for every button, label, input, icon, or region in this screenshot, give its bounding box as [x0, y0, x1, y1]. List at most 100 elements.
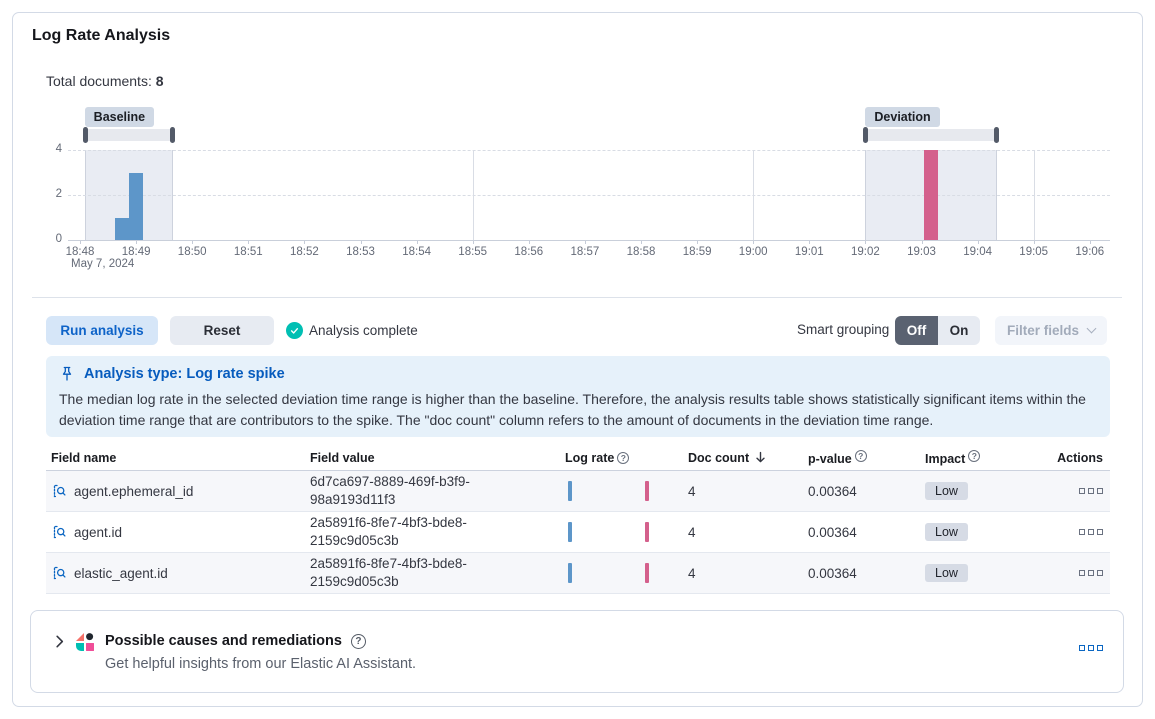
inspect-field-icon[interactable] — [51, 524, 67, 540]
x-tick-mark — [416, 240, 418, 244]
log-rate-sparkline — [565, 522, 688, 542]
x-tick-mark — [753, 240, 755, 244]
info-icon[interactable]: ? — [854, 450, 867, 462]
x-axis-line — [68, 240, 1110, 241]
brush-handle[interactable] — [994, 127, 1000, 143]
doc-count-bar — [129, 172, 144, 240]
inspect-field-icon[interactable] — [51, 483, 67, 499]
x-tick-label: 18:50 — [177, 246, 207, 258]
y-gridline — [68, 195, 1110, 196]
baseline-mini-bar — [568, 481, 572, 501]
x-tick-label: 18:51 — [233, 246, 263, 258]
callout-title: Analysis type: Log rate spike — [84, 366, 285, 382]
baseline-badge: Baseline — [84, 107, 155, 127]
x-tick-mark — [921, 240, 923, 244]
baseline-brush[interactable] — [84, 129, 172, 141]
impact-badge: Low — [925, 523, 968, 541]
table-row[interactable]: elastic_agent.id 2a5891f6-8fe7-4bf3-bde8… — [46, 553, 1110, 594]
p-value-cell: 0.00364 — [808, 524, 857, 540]
horizontal-divider — [32, 297, 1122, 298]
analysis-status: Analysis complete — [286, 322, 418, 339]
table-header-row: Field name Field value Log rate? Doc cou… — [46, 446, 1110, 471]
header-impact: Impact? — [925, 450, 1045, 466]
brush-handle[interactable] — [82, 127, 88, 143]
x-gridline — [472, 150, 474, 240]
x-tick-mark — [697, 240, 699, 244]
row-actions-icon[interactable] — [1079, 570, 1103, 576]
help-icon[interactable]: ? — [350, 633, 366, 649]
deviation-mini-bar — [645, 522, 649, 542]
y-gridline — [68, 150, 1110, 151]
x-tick-label: 18:48 — [65, 246, 95, 258]
field-name: agent.id — [74, 524, 123, 540]
doc-count-cell: 4 — [688, 565, 696, 581]
info-icon[interactable]: ? — [968, 450, 981, 462]
x-tick-label: 18:55 — [458, 246, 488, 258]
filter-fields-button[interactable]: Filter fields — [995, 316, 1107, 345]
field-value: 6d7ca697-8889-469f-b3f9-98a9193d11f3 — [310, 473, 470, 507]
deviation-mini-bar — [645, 563, 649, 583]
x-tick-mark — [136, 240, 138, 244]
possible-causes-subtitle: Get helpful insights from our Elastic AI… — [105, 656, 417, 672]
chevron-right-icon[interactable] — [52, 634, 67, 649]
impact-badge: Low — [925, 482, 968, 500]
doc-count-cell: 4 — [688, 524, 696, 540]
doc-count-bar — [923, 150, 938, 240]
table-row[interactable]: agent.id 2a5891f6-8fe7-4bf3-bde8-2159c9d… — [46, 512, 1110, 553]
smart-grouping-off-button[interactable]: Off — [895, 316, 938, 345]
possible-causes-panel[interactable]: Possible causes and remediations ? Get h… — [30, 610, 1124, 693]
x-tick-mark — [1089, 240, 1091, 244]
log-rate-sparkline — [565, 563, 688, 583]
field-name: agent.ephemeral_id — [74, 483, 194, 499]
x-tick-label: 18:57 — [570, 246, 600, 258]
x-tick-mark — [809, 240, 811, 244]
row-actions-icon[interactable] — [1079, 488, 1103, 494]
possible-causes-title: Possible causes and remediations ? — [105, 633, 366, 649]
row-actions-icon[interactable] — [1079, 529, 1103, 535]
chevron-down-icon — [1086, 323, 1097, 334]
p-value-cell: 0.00364 — [808, 565, 857, 581]
x-tick-mark — [248, 240, 250, 244]
elastic-ai-assistant-icon — [76, 633, 94, 651]
callout-body: The median log rate in the selected devi… — [59, 391, 1086, 429]
x-tick-label: 19:02 — [851, 246, 880, 258]
inspect-field-icon[interactable] — [51, 565, 67, 581]
smart-grouping-on-button[interactable]: On — [938, 316, 980, 345]
smart-grouping-toggle: Off On — [895, 316, 980, 345]
doc-count-cell: 4 — [688, 483, 696, 499]
x-gridline — [753, 150, 755, 240]
sort-down-icon — [756, 451, 765, 463]
reset-button[interactable]: Reset — [170, 316, 274, 345]
x-gridline — [1033, 150, 1035, 240]
y-axis-label: 4 — [55, 143, 62, 155]
brush-handle[interactable] — [863, 127, 869, 143]
field-value: 2a5891f6-8fe7-4bf3-bde8-2159c9d05c3b — [310, 555, 467, 589]
x-tick-mark — [528, 240, 530, 244]
x-tick-mark — [1033, 240, 1035, 244]
x-tick-label: 19:01 — [794, 246, 824, 258]
total-documents: Total documents: 8 — [46, 73, 164, 89]
x-tick-mark — [865, 240, 867, 244]
x-tick-label: 18:52 — [290, 246, 319, 258]
panel-actions-icon[interactable] — [1079, 645, 1103, 651]
results-table: Field name Field value Log rate? Doc cou… — [46, 446, 1110, 594]
y-axis-label: 2 — [55, 188, 62, 200]
x-tick-label: 18:59 — [682, 246, 712, 258]
brush-handle[interactable] — [169, 127, 175, 143]
header-field-name: Field name — [51, 451, 117, 465]
info-icon[interactable]: ? — [617, 452, 630, 464]
analysis-type-callout: Analysis type: Log rate spike The median… — [46, 356, 1110, 437]
field-name: elastic_agent.id — [74, 565, 168, 581]
field-value: 2a5891f6-8fe7-4bf3-bde8-2159c9d05c3b — [310, 514, 467, 548]
total-documents-value: 8 — [155, 73, 164, 89]
x-tick-label: 19:05 — [1019, 246, 1049, 258]
deviation-brush[interactable] — [865, 129, 997, 141]
x-tick-label: 19:03 — [907, 246, 936, 258]
x-tick-label: 19:06 — [1075, 246, 1105, 258]
table-row[interactable]: agent.ephemeral_id 6d7ca697-8889-469f-b3… — [46, 471, 1110, 512]
header-log-rate: Log rate? — [565, 451, 688, 465]
header-doc-count[interactable]: Doc count — [688, 451, 808, 465]
x-tick-mark — [977, 240, 979, 244]
run-analysis-button[interactable]: Run analysis — [46, 316, 158, 345]
